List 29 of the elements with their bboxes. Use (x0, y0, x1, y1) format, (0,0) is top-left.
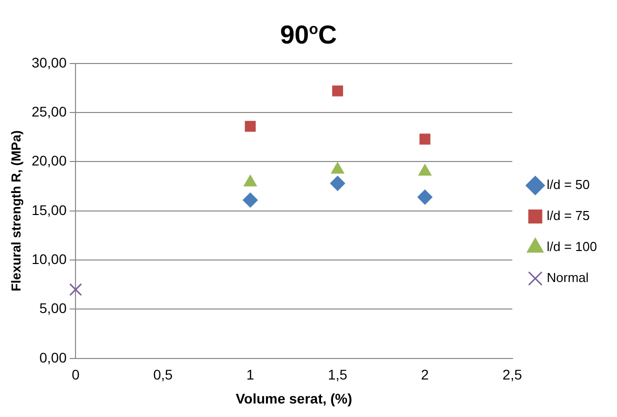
y-tick-label: 15,00 (32, 202, 67, 218)
y-tick-label: 5,00 (39, 300, 67, 316)
point (69, 283, 82, 296)
y-tick-label: 10,00 (32, 250, 67, 267)
legend-label: l/d = 100 (546, 239, 598, 254)
point (332, 85, 344, 96)
point (330, 176, 346, 191)
point (244, 120, 256, 132)
x-tick-label: 1,5 (328, 366, 348, 383)
legend-label: l/d = 50 (546, 177, 590, 192)
x-tick-label: 0,5 (153, 366, 173, 383)
x-tick-label: 2 (421, 366, 430, 383)
y-axis-title: Flexural strength R, (MPa) (8, 130, 24, 292)
legend-label: l/d = 75 (546, 208, 590, 224)
x-tick-label: 1 (246, 366, 254, 383)
y-tick-label: 20,00 (32, 152, 67, 169)
point (418, 164, 432, 176)
x-axis-title: Volume serat, (%) (236, 390, 352, 406)
x-tick-label: 0 (72, 366, 80, 383)
point (242, 192, 258, 208)
point (417, 190, 432, 205)
y-tick-label: 0,00 (39, 349, 67, 366)
chart-title: 90$^{o}$C (279, 18, 338, 52)
point (331, 162, 344, 174)
point (419, 134, 430, 145)
x-tick-label: 2,5 (502, 366, 522, 383)
legend-label: Normal (546, 270, 589, 286)
y-tick-label: 30,00 (32, 54, 67, 70)
y-tick-label: 25,00 (32, 103, 67, 120)
